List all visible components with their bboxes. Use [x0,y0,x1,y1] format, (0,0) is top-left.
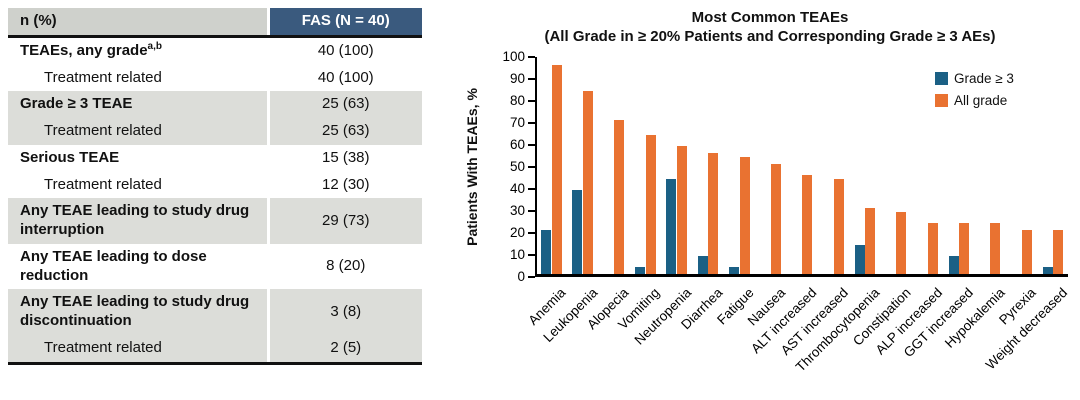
row-label-cell: Grade ≥ 3 TEAE [8,91,268,118]
y-tick-mark [528,210,535,212]
legend-item: All grade [935,93,1014,108]
allgrade-bar-nausea [770,164,781,274]
table-row: Treatment related 12 (30) [8,171,422,199]
y-tick-mark [528,276,535,278]
table-row: Any TEAE leading to study drug discontin… [8,289,422,335]
row-label-cell: Any TEAE leading to study drug interrupt… [8,198,268,244]
allgrade-bar-anemia [551,65,562,274]
y-tick-label: 0 [517,269,525,284]
grade3-bar-ggt-increased [948,256,959,274]
allgrade-bar-vomiting [645,135,656,274]
allgrade-bar-thrombocytopenia [865,208,876,274]
teae-bar-chart-panel: Most Common TEAEs (All Grade in ≥ 20% Pa… [450,0,1080,400]
legend-label: Grade ≥ 3 [954,71,1014,86]
chart-subtitle: (All Grade in ≥ 20% Patients and Corresp… [544,28,996,45]
grade3-bar-neutropenia [666,179,677,274]
row-value-cell: 25 (63) [266,91,422,118]
allgrade-bar-neutropenia [676,146,687,274]
allgrade-bar-diarrhea [708,153,719,274]
y-tick-label: 90 [509,71,525,86]
row-label-cell: Any TEAE leading to dose reduction [20,247,207,284]
footnote-marker: a,b [147,40,162,52]
table-row: Treatment related 25 (63) [8,118,422,145]
legend-label: All grade [954,93,1008,108]
row-value-cell: 40 (100) [266,64,422,92]
table-header-n-percent: n (%) [8,8,268,38]
y-tick-mark [528,122,535,124]
table-row: Treatment related 2 (5) [8,334,422,365]
row-label-cell: TEAEs, any gradea,b [20,40,162,59]
grade3-bar-leukopenia [572,190,583,274]
allgrade-bar-alopecia [614,120,625,274]
y-tick-label: 60 [509,137,525,152]
y-tick-mark [528,232,535,234]
teae-summary-table: n (%) FAS (N = 40) TEAEs, any gradea,b 40… [8,8,422,365]
y-tick-label: 80 [509,93,525,108]
legend-swatch [935,72,948,85]
table-row: Treatment related 40 (100) [8,64,422,92]
allgrade-bar-pyrexia [1021,230,1032,274]
legend-item: Grade ≥ 3 [935,71,1014,86]
y-tick-mark [528,166,535,168]
row-label-cell: Treatment related [8,334,268,365]
allgrade-bar-ast-increased [833,179,844,274]
row-value-cell: 15 (38) [266,144,422,172]
y-tick-mark [528,78,535,80]
row-label-cell: Treatment related [44,68,162,86]
y-tick-label: 50 [509,159,525,174]
table-row: Any TEAE leading to study drug interrupt… [8,198,422,244]
grade3-bar-vomiting [635,267,646,274]
teae-summary-table-panel: n (%) FAS (N = 40) TEAEs, any gradea,b 40… [8,8,422,365]
y-tick-label: 20 [509,225,525,240]
chart-title: Most Common TEAEs [691,9,849,26]
grade3-bar-thrombocytopenia [854,245,865,274]
allgrade-bar-alp-increased [927,223,938,274]
y-tick-label: 70 [509,115,525,130]
y-axis-label: Patients With TEAEs, % [464,88,480,246]
allgrade-bar-alt-increased [802,175,813,274]
row-value-cell: 2 (5) [266,334,422,365]
allgrade-bar-constipation [896,212,907,274]
teae-table-body: TEAEs, any gradea,b 40 (100) Treatment rel… [8,36,422,365]
table-row: TEAEs, any gradea,b 40 (100) [8,36,422,65]
row-label-cell: Treatment related [44,175,162,193]
chart-legend: Grade ≥ 3 All grade [935,71,1014,115]
y-tick-mark [528,144,535,146]
row-label-cell: Serious TEAE [20,148,120,166]
table-header-row: n (%) FAS (N = 40) [8,8,422,38]
y-tick-mark [528,254,535,256]
table-row: Any TEAE leading to dose reduction 8 (20) [8,243,422,290]
table-row: Serious TEAE 15 (38) [8,144,422,172]
y-tick-mark [528,188,535,190]
y-tick-mark [528,56,535,58]
legend-swatch [935,94,948,107]
row-value-cell: 25 (63) [266,118,422,145]
row-value-cell: 8 (20) [266,243,422,290]
grade3-bar-anemia [541,230,551,274]
table-row: Grade ≥ 3 TEAE 25 (63) [8,91,422,118]
table-header-fas: FAS (N = 40) [266,8,422,38]
row-value-cell: 3 (8) [266,289,422,335]
row-value-cell: 40 (100) [266,36,422,65]
row-label-cell: Any TEAE leading to study drug discontin… [8,289,268,335]
plot-area: Grade ≥ 3 All grade 0 10 20 30 40 50 60 70 80 90 10… [502,49,1070,375]
y-tick-label: 30 [509,203,525,218]
allgrade-bar-leukopenia [582,91,593,274]
allgrade-bar-weight-decreased [1053,230,1064,274]
allgrade-bar-fatigue [739,157,750,274]
allgrade-bar-hypokalemia [990,223,1001,274]
grade3-bar-diarrhea [697,256,708,274]
y-tick-label: 100 [502,49,525,64]
grade3-bar-weight-decreased [1042,267,1053,274]
row-label-cell: Treatment related [8,118,268,145]
row-value-cell: 12 (30) [266,171,422,199]
y-tick-mark [528,100,535,102]
y-tick-label: 10 [509,247,525,262]
row-value-cell: 29 (73) [266,198,422,244]
grade3-bar-fatigue [729,267,740,274]
y-tick-label: 40 [509,181,525,196]
allgrade-bar-ggt-increased [959,223,970,274]
